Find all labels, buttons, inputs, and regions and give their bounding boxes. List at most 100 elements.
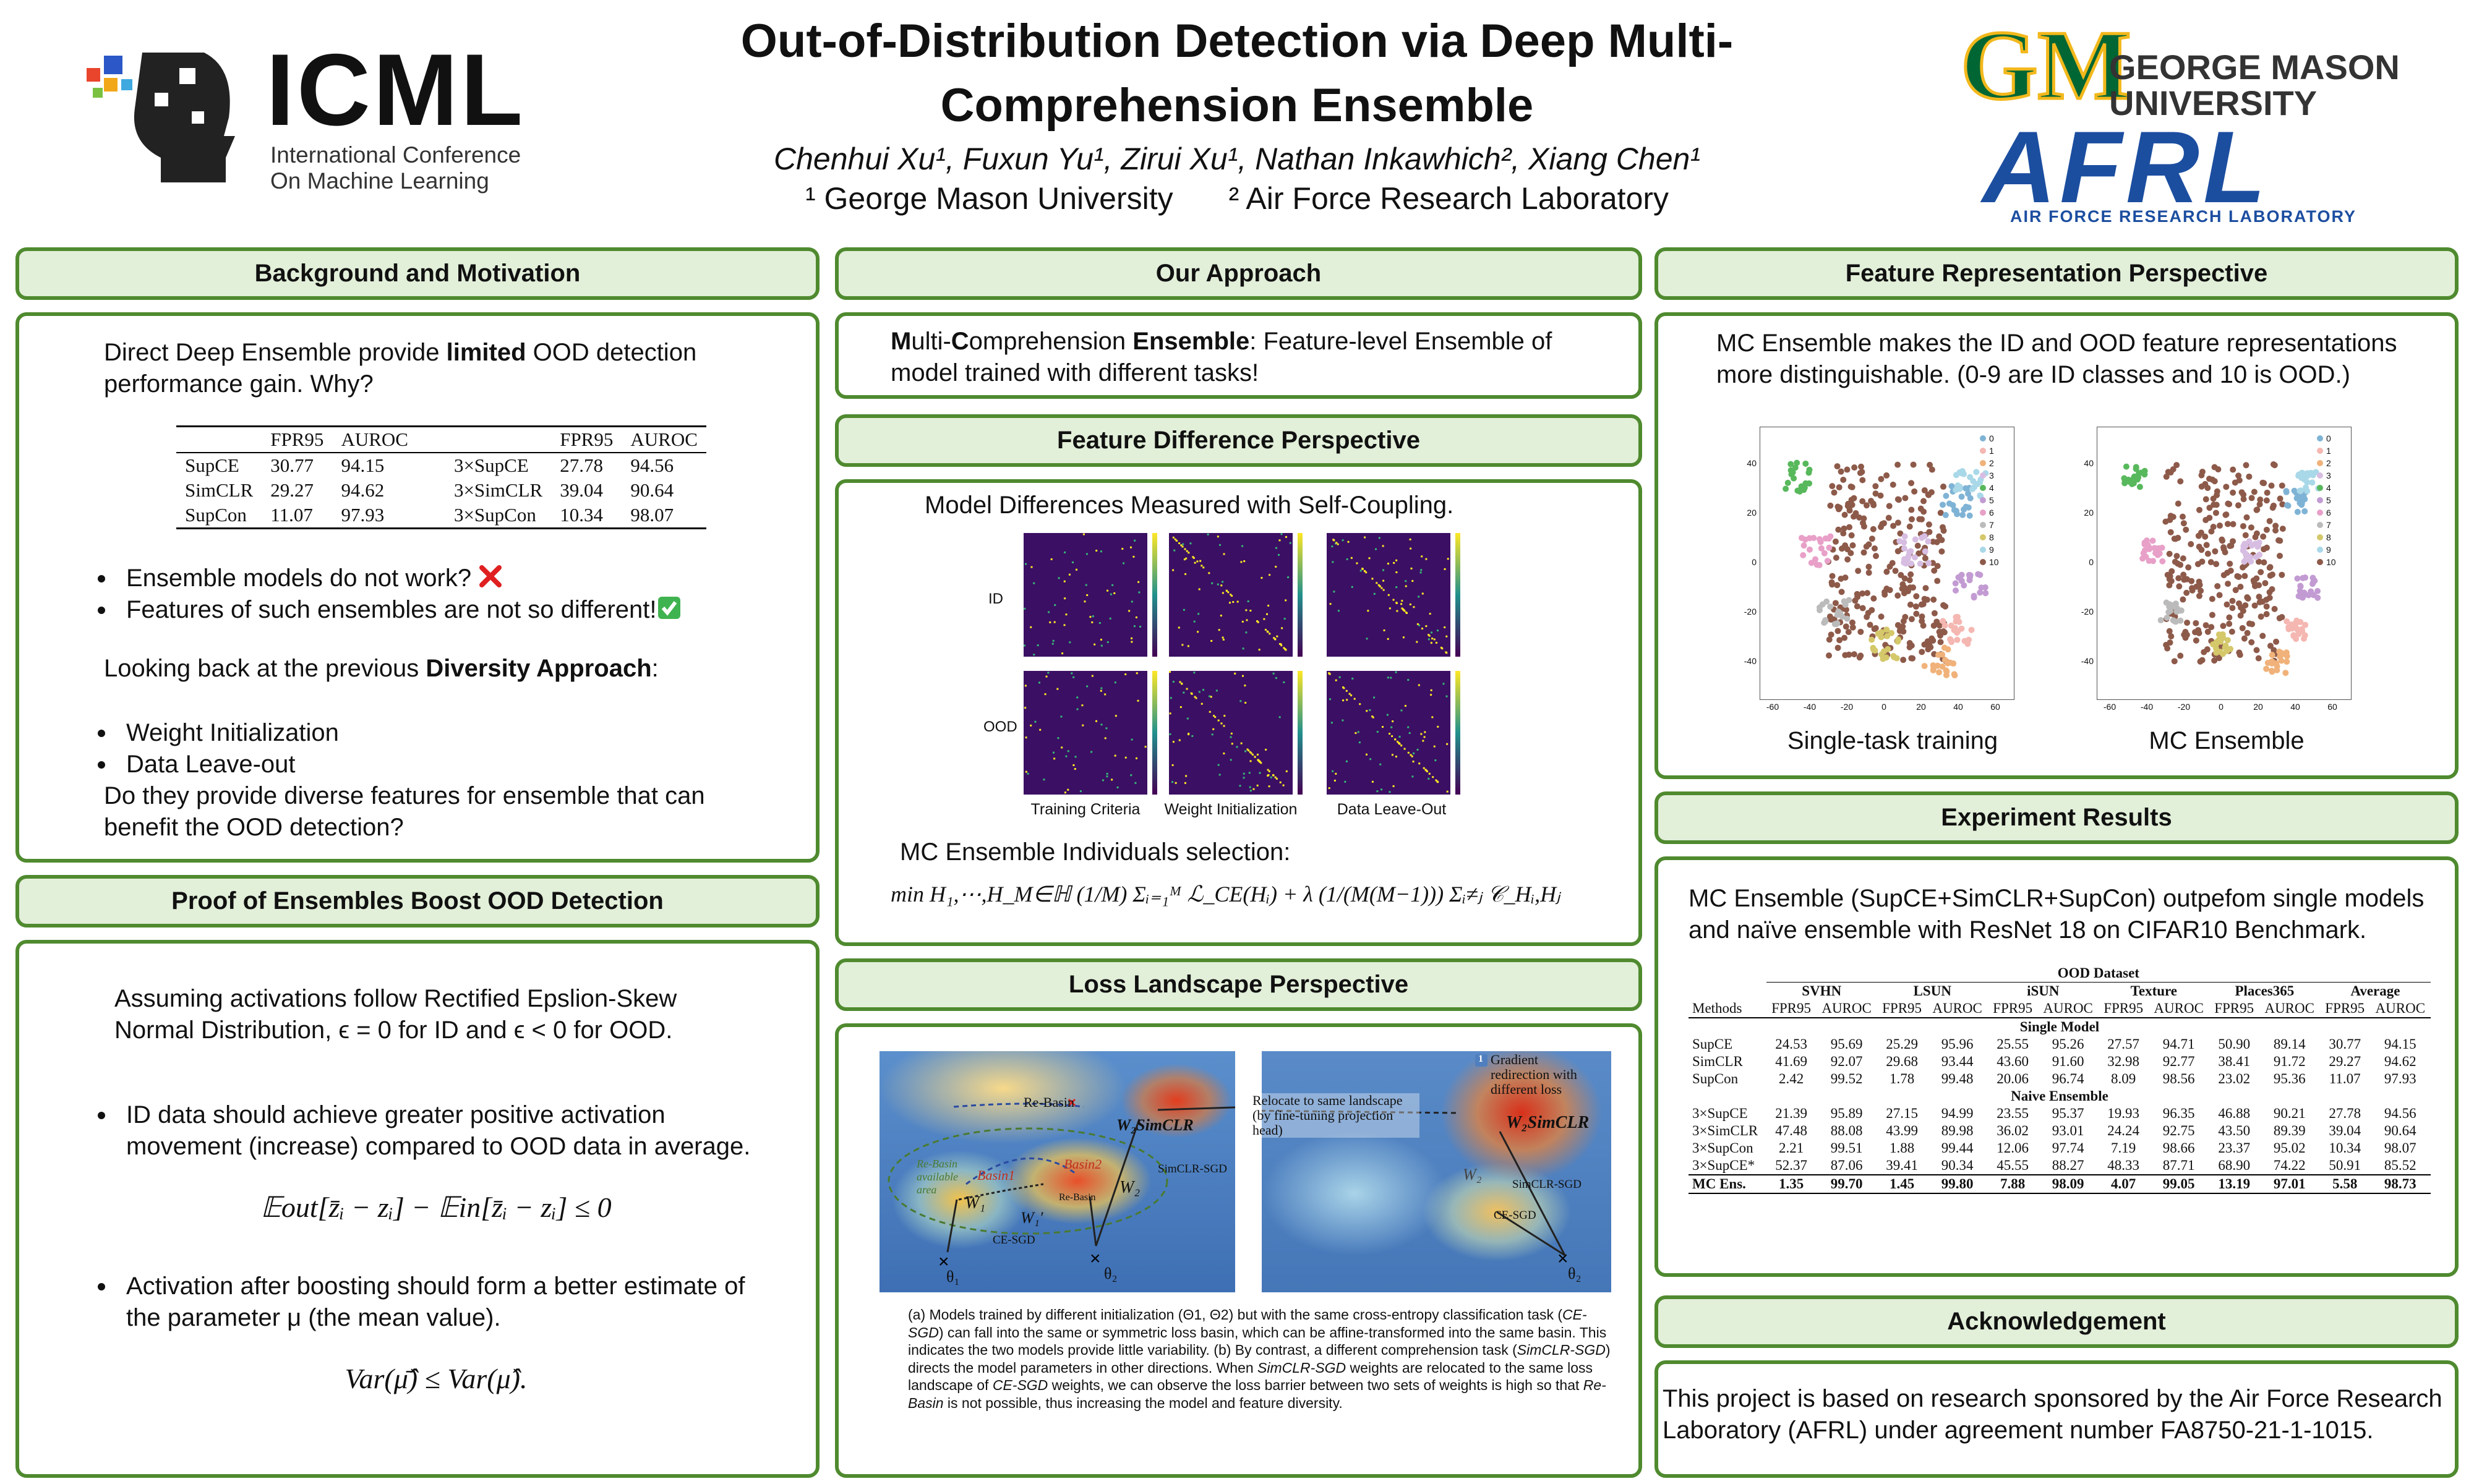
heatmap-cell [1071,672,1073,675]
italic-text: Re-Basin [908,1377,1606,1411]
column-label: Data Leave-Out [1337,801,1447,818]
y-tick-label: 20 [1747,508,1757,518]
heatmap-cell [1427,777,1430,780]
tsne-point [1841,511,1848,518]
heatmap-cell [1413,606,1415,608]
cell: 2.21 [1778,1140,1804,1156]
heatmap-cell [1358,741,1361,744]
tsne-point [2202,496,2209,503]
tsne-point [1921,663,1928,670]
tsne-point [2239,625,2246,631]
heatmap-cell [1409,538,1411,540]
tsne-point [1920,600,1927,607]
tsne-point [1859,477,1866,484]
heatmap-cell [1085,553,1088,555]
legend-label: 9 [2326,545,2331,555]
cell: 41.69 [1775,1054,1807,1069]
landscape-label: CE-SGD [1494,1209,1536,1222]
landscape-label: θ₂ [1104,1264,1118,1282]
legend-entry: 4 [2317,483,2331,493]
heatmap-cell [1416,748,1419,751]
acknowledgement-text: This project is based on research sponso… [1663,1385,2442,1444]
heatmap-cell [1228,602,1231,604]
tsne-point [2167,529,2174,535]
tsne-point [1886,587,1893,594]
tsne-point [2208,624,2215,631]
tsne-point [2302,621,2309,628]
tsne-point [1860,523,1867,530]
tsne-point [1834,503,1841,510]
heatmap-cell [1267,604,1270,607]
heatmap-cell [1045,675,1048,678]
cell: 94.62 [2384,1054,2416,1069]
cell: 99.05 [2162,1176,2195,1192]
cell: 30.77 [270,454,314,476]
legend-entry: 9 [1980,545,1994,555]
tsne-point [1939,651,1946,658]
y-tick-label: 20 [2084,508,2094,518]
heatmap-cell [1421,592,1424,595]
heatmap-cell [1025,736,1027,739]
heatmap-diagonal [1174,538,1176,540]
tsne-point [1937,639,1944,646]
tsne-point [1783,485,1789,492]
text: is not possible, thus increasing the mod… [943,1394,1343,1411]
heatmap [1024,671,1157,795]
heatmap-cell [1395,756,1397,758]
tsne-point [1953,614,1959,621]
section-heading: Feature Representation Perspective [1654,247,2459,300]
tsne-point [2206,514,2213,521]
cell: 90.21 [2273,1106,2306,1121]
tsne-point [1886,503,1893,510]
cell [1689,983,1766,1000]
tsne-point [2285,502,2292,509]
heatmap-cell [1342,699,1345,702]
affiliation: ¹ George Mason University [805,181,1173,216]
tsne-point [1945,646,1951,653]
tsne-point [2180,596,2186,603]
landscape-label: Gradient redirection with different loss [1491,1052,1577,1097]
landscape-label: Basin1 [977,1167,1016,1183]
tsne-point [1827,603,1834,610]
tsne-point [2184,620,2191,626]
heatmap-diagonal [1181,545,1184,548]
tsne-point [1841,525,1847,532]
tsne-point [1826,636,1833,643]
tsne-point [2210,495,2217,502]
cell: 30.77 [2329,1036,2361,1052]
heatmap-diagonal [1365,571,1368,574]
heatmap-diagonal [1418,762,1421,765]
heatmap-cell [1106,641,1109,644]
heatmap-diagonal [1194,696,1196,698]
tsne-point [2301,589,2308,596]
heatmap-cell [1259,772,1261,774]
heatmap-diagonal [1387,594,1390,596]
heatmap-diagonal [1249,751,1251,753]
tsne-point [2199,558,2206,565]
heatmap-cell [1401,600,1403,602]
tsne-point [2142,553,2149,560]
affiliation: ² Air Force Research Laboratory [1228,181,1669,216]
heatmap-cell [1338,676,1341,678]
text: (a) Models trained by different initiali… [908,1307,1563,1323]
heatmap-cell [1241,545,1244,547]
heatmap-cell [1445,635,1448,638]
heatmap-cell [1423,736,1426,738]
equation: Var(μ̄̂) ≤ Var(μ̂). [345,1363,528,1394]
heatmap-cell [1261,577,1263,579]
tsne-point [1927,461,1933,468]
heatmap-cell [1392,785,1395,787]
rect [179,68,195,84]
tsne-point [2240,496,2247,503]
tsne-point [1916,516,1923,522]
tsne-point [1881,648,1888,655]
heatmap-cell [1100,687,1103,689]
tsne-point [2188,578,2195,584]
heatmap-diagonal [1403,748,1406,750]
gmu-line: GEORGE MASON [2109,48,2400,87]
heatmap-diagonal [1259,761,1261,763]
tsne-point [1920,622,1927,629]
heatmap-cell [1124,673,1127,676]
plot-caption: Single-task training [1787,727,1998,754]
metric-cell: AUROC [2264,1000,2314,1016]
